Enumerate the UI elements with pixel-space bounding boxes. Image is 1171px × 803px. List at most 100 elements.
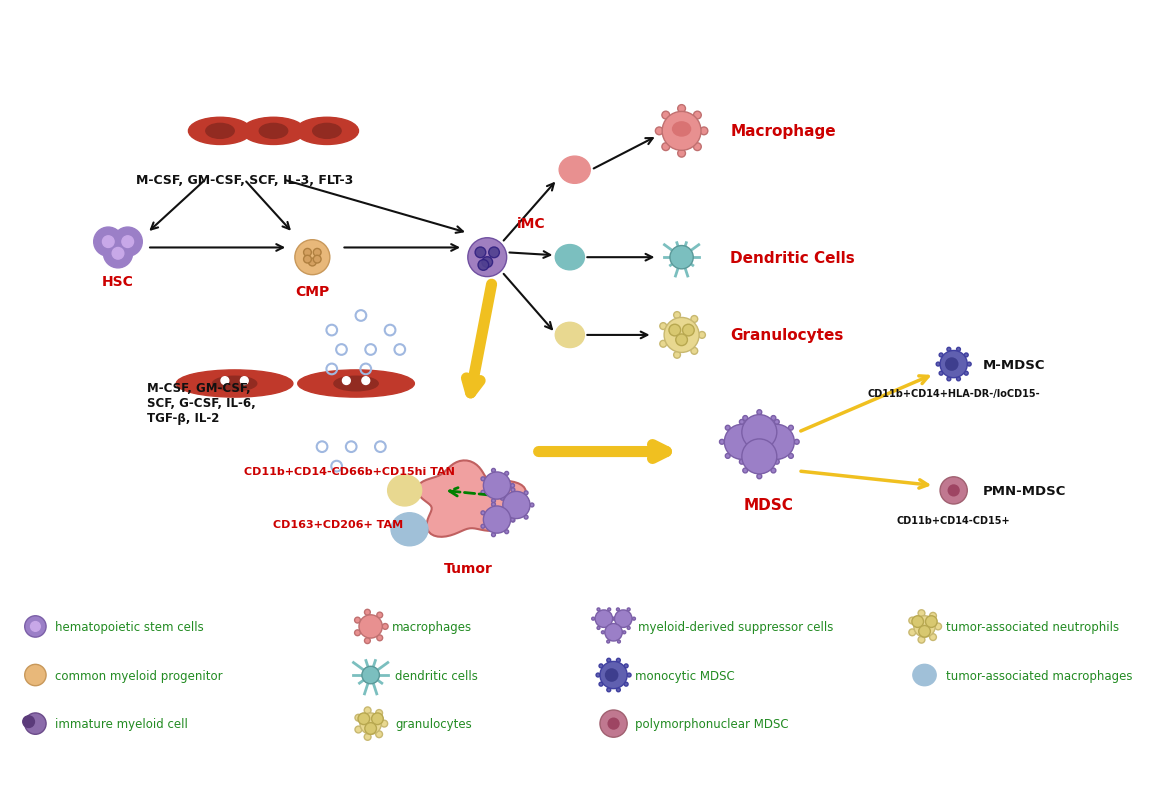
Circle shape [659,324,666,330]
Circle shape [303,249,311,257]
Circle shape [511,518,514,522]
Circle shape [103,239,132,268]
Circle shape [934,623,941,630]
Circle shape [342,377,350,385]
Circle shape [607,658,611,662]
Circle shape [945,358,959,372]
Circle shape [659,341,666,348]
Ellipse shape [913,665,936,686]
Circle shape [669,325,680,336]
Circle shape [616,688,621,692]
Text: CD11b+CD14-CD15+: CD11b+CD14-CD15+ [897,515,1011,525]
Circle shape [739,420,745,425]
Circle shape [776,430,782,435]
Circle shape [673,352,680,359]
Circle shape [616,658,621,662]
Circle shape [505,506,508,510]
Circle shape [616,626,619,630]
Text: immature myeloid cell: immature myeloid cell [55,717,187,730]
Ellipse shape [297,370,415,397]
Circle shape [597,608,600,611]
Circle shape [355,618,361,623]
Circle shape [774,460,779,465]
Circle shape [221,377,228,385]
Circle shape [670,247,693,270]
Circle shape [693,112,701,120]
Circle shape [925,616,937,628]
Circle shape [725,426,731,430]
Circle shape [600,662,628,689]
Text: CD11b+CD14+HLA-DR-/loCD15-: CD11b+CD14+HLA-DR-/loCD15- [868,389,1040,399]
Circle shape [617,622,621,625]
Circle shape [760,426,765,430]
Ellipse shape [555,323,584,349]
Circle shape [505,530,508,534]
Circle shape [776,454,782,459]
Circle shape [656,128,663,136]
Text: M-CSF, GM-CSF, SCF, IL-3, FLT-3: M-CSF, GM-CSF, SCF, IL-3, FLT-3 [136,173,352,187]
Circle shape [742,440,747,445]
Circle shape [492,533,495,537]
Circle shape [742,415,776,450]
Text: hematopoietic stem cells: hematopoietic stem cells [55,620,204,633]
Circle shape [623,631,625,634]
Circle shape [700,128,707,136]
Circle shape [760,454,765,459]
Circle shape [611,618,614,621]
Ellipse shape [212,377,256,391]
Circle shape [964,372,968,376]
Circle shape [699,332,705,339]
Circle shape [693,144,701,151]
Ellipse shape [259,124,288,139]
Circle shape [102,237,114,248]
Circle shape [382,624,388,630]
Circle shape [607,688,611,692]
Circle shape [488,247,499,259]
Circle shape [628,626,630,630]
Text: Dendritic Cells: Dendritic Cells [731,251,855,265]
Circle shape [753,426,759,430]
Text: Granulocytes: Granulocytes [731,328,843,343]
Text: MDSC: MDSC [744,498,794,513]
Text: HSC: HSC [102,275,133,289]
Circle shape [371,713,383,724]
Circle shape [511,519,515,523]
Circle shape [30,622,40,631]
Circle shape [771,468,776,473]
Circle shape [492,499,495,503]
Circle shape [930,634,937,641]
Circle shape [376,710,383,716]
Circle shape [355,715,362,721]
Circle shape [676,335,687,346]
Circle shape [505,496,508,500]
Circle shape [662,112,670,120]
Circle shape [484,507,511,533]
Text: PMN-MDSC: PMN-MDSC [982,484,1067,497]
Circle shape [940,351,967,378]
Circle shape [602,631,604,634]
Circle shape [314,249,321,257]
Circle shape [362,666,379,684]
Ellipse shape [555,245,584,271]
Circle shape [624,664,628,668]
Circle shape [365,723,376,735]
Circle shape [756,434,762,439]
Circle shape [918,610,925,617]
Circle shape [314,256,321,263]
Circle shape [600,683,603,687]
Circle shape [355,630,361,636]
Circle shape [632,618,636,621]
Circle shape [742,439,776,475]
Circle shape [719,440,725,445]
Circle shape [355,726,362,733]
Circle shape [615,610,632,628]
Circle shape [364,609,370,615]
Circle shape [240,377,248,385]
Circle shape [939,353,943,357]
Circle shape [608,626,610,630]
Text: macrophages: macrophages [392,620,472,633]
Circle shape [616,608,619,611]
Circle shape [359,615,382,638]
Text: CMP: CMP [295,285,329,299]
Circle shape [525,516,528,520]
